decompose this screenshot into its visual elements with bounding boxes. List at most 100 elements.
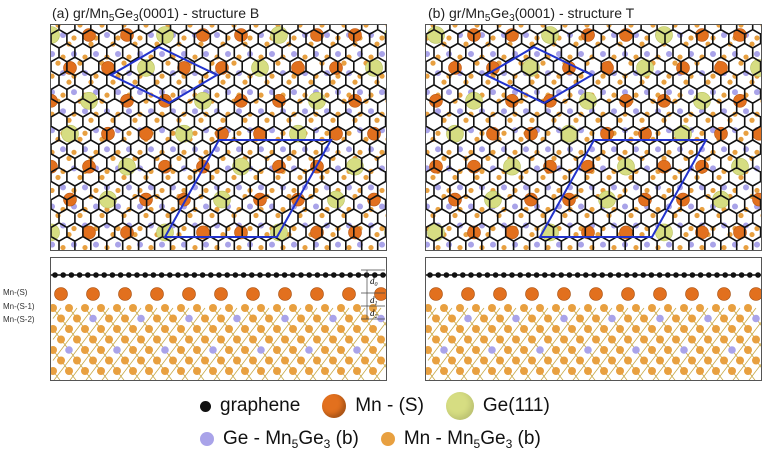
mn-bulk-atom bbox=[694, 25, 700, 28]
mn-bulk-atom bbox=[273, 304, 281, 312]
ge-bulk-atom bbox=[181, 241, 187, 248]
mn-bulk-atom bbox=[672, 356, 680, 365]
mn-bulk-atom bbox=[159, 73, 165, 79]
mn-bulk-atom bbox=[628, 25, 634, 28]
ge111-atom bbox=[655, 26, 673, 44]
graphene-atom bbox=[183, 272, 189, 278]
ge-bulk-atom bbox=[126, 108, 132, 115]
mn-bulk-atom bbox=[97, 325, 105, 333]
bond bbox=[196, 328, 206, 340]
mn-bulk-atom bbox=[220, 117, 226, 123]
mn-bulk-atom bbox=[712, 367, 720, 375]
bond bbox=[604, 370, 613, 380]
mn-bulk-atom bbox=[82, 130, 88, 136]
mn-bulk-atom bbox=[744, 367, 752, 375]
d2-label: d2 bbox=[370, 308, 378, 320]
mn-bulk-atom bbox=[379, 187, 385, 194]
large-unit-cell bbox=[538, 139, 708, 238]
bond bbox=[308, 307, 318, 319]
graphene-atom bbox=[93, 272, 99, 278]
ge-bulk-atom bbox=[126, 184, 132, 191]
bond bbox=[212, 307, 222, 319]
mn-bulk-atom bbox=[77, 136, 83, 142]
mn-bulk-atom bbox=[736, 335, 744, 344]
graphene-atom bbox=[306, 272, 312, 278]
bond bbox=[229, 370, 238, 380]
mn-bulk-atom bbox=[573, 231, 579, 238]
bond bbox=[579, 360, 589, 372]
mn-bulk-atom bbox=[369, 367, 377, 375]
ge-bulk-atom bbox=[170, 146, 176, 153]
bond bbox=[523, 349, 533, 361]
mn-bulk-atom bbox=[552, 367, 560, 375]
mn-bulk-atom bbox=[169, 314, 177, 323]
graphene-atom bbox=[533, 272, 540, 278]
bond bbox=[372, 349, 382, 361]
bond bbox=[467, 339, 477, 351]
mn-bulk-atom bbox=[688, 35, 694, 41]
graphene-atom bbox=[689, 272, 696, 278]
mn-bulk-atom bbox=[115, 225, 121, 232]
ge-bulk-atom bbox=[512, 314, 520, 323]
bond bbox=[268, 318, 278, 330]
mn-bulk-atom bbox=[600, 73, 606, 79]
mn-bulk-atom bbox=[176, 79, 182, 85]
mn-bulk-atom bbox=[291, 187, 297, 194]
ge-bulk-atom bbox=[446, 51, 452, 58]
mn-bulk-atom bbox=[633, 92, 639, 98]
bond bbox=[731, 349, 741, 361]
bond bbox=[357, 370, 366, 380]
mn-bulk-atom bbox=[93, 187, 99, 194]
ge111-atom bbox=[51, 223, 60, 242]
mn-bulk-atom bbox=[220, 79, 226, 85]
ge-bulk-atom bbox=[704, 314, 712, 323]
ge-bulk-atom bbox=[457, 108, 463, 115]
ge-bulk-atom bbox=[192, 108, 198, 115]
mn-s-atom bbox=[685, 287, 699, 301]
mn-bulk-atom bbox=[341, 174, 347, 181]
small-unit-cell bbox=[483, 45, 595, 105]
mn-bulk-atom bbox=[82, 244, 88, 250]
mn-bulk-atom bbox=[337, 367, 345, 375]
mn-bulk-atom bbox=[153, 314, 161, 323]
mn-bulk-atom bbox=[77, 174, 83, 181]
ge-bulk-atom bbox=[159, 241, 165, 248]
bond bbox=[755, 363, 761, 372]
d1-label: d1 bbox=[370, 295, 378, 307]
graphene-atom bbox=[468, 272, 474, 278]
mn-bulk-atom bbox=[716, 174, 722, 181]
ge-bulk-atom bbox=[104, 32, 110, 38]
mn-bulk-atom bbox=[115, 187, 121, 194]
mn-bulk-atom bbox=[463, 41, 469, 47]
bond bbox=[755, 342, 761, 351]
ge-bulk-atom bbox=[426, 203, 430, 210]
mn-bulk-atom bbox=[712, 325, 720, 333]
ge-bulk-atom bbox=[305, 346, 313, 354]
mn-bulk-atom bbox=[330, 79, 336, 85]
bond bbox=[723, 360, 733, 372]
mn-bulk-atom bbox=[143, 212, 149, 219]
ge-bulk-atom bbox=[181, 51, 187, 58]
bond bbox=[699, 328, 709, 340]
mn-bulk-atom bbox=[752, 356, 760, 365]
mn-bulk-atom bbox=[241, 304, 249, 312]
mn-bulk-atom bbox=[644, 187, 650, 194]
mn-bulk-atom bbox=[496, 335, 504, 344]
mn-bulk-atom bbox=[209, 136, 215, 142]
mn-bulk-atom bbox=[55, 25, 61, 28]
bond bbox=[539, 307, 549, 319]
mn-bulk-atom bbox=[656, 335, 664, 344]
mn-bulk-atom bbox=[688, 187, 694, 194]
mn-bulk-atom bbox=[353, 325, 361, 333]
ge-bulk-atom bbox=[721, 32, 727, 38]
mn-bulk-atom bbox=[104, 168, 110, 174]
mn-bulk-atom bbox=[552, 346, 560, 354]
mn-bulk-atom bbox=[280, 244, 286, 250]
layer-label-mn-s: Mn-(S) bbox=[3, 288, 28, 297]
mn-bulk-atom bbox=[435, 130, 441, 136]
bond bbox=[116, 349, 126, 361]
mn-s-symbol bbox=[322, 394, 347, 418]
ge-bulk-atom bbox=[258, 108, 264, 115]
graphene-atom bbox=[265, 272, 271, 278]
mn-bulk-atom bbox=[377, 356, 385, 365]
